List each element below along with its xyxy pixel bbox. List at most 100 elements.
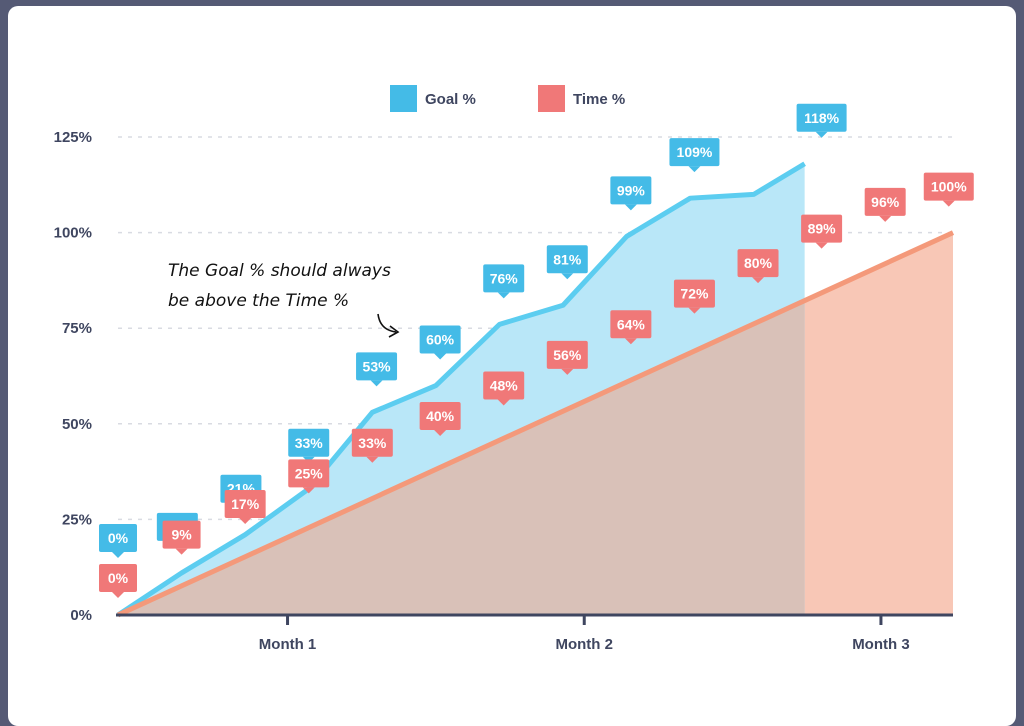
data-label-text: 53% (363, 358, 392, 374)
data-label-text: 0% (108, 530, 129, 546)
data-label-box (610, 310, 652, 339)
data-label-text: 80% (744, 255, 773, 271)
data-label-pointer (497, 399, 510, 406)
goal-data-label: 33% (288, 428, 330, 463)
legend-label: Goal % (425, 91, 476, 108)
data-label-box (99, 564, 137, 592)
time-data-label: 9% (162, 520, 201, 555)
data-label-box (546, 245, 588, 274)
data-label-box (288, 428, 330, 457)
legend-label: Time % (573, 91, 625, 108)
time-data-label: 40% (419, 402, 461, 437)
data-label-pointer (239, 517, 252, 524)
data-label-box (483, 371, 525, 400)
data-label-box (351, 428, 393, 457)
time-data-label: 48% (483, 371, 525, 406)
data-label-text: 109% (677, 144, 713, 160)
data-label-text: 96% (871, 194, 900, 210)
data-label-text: 64% (617, 316, 646, 332)
data-label-pointer (175, 548, 188, 555)
data-label-box (669, 138, 720, 167)
legend-swatch (538, 85, 565, 112)
annotation-line-1: The Goal % should always (168, 261, 391, 281)
goal-line (116, 161, 806, 618)
data-label-text: 72% (680, 286, 709, 302)
data-label-text: 56% (553, 347, 582, 363)
time-data-label: 0% (99, 564, 137, 598)
annotation-arrow (377, 313, 397, 333)
data-label-box (923, 172, 974, 201)
data-label-pointer (624, 204, 637, 211)
data-label-box (288, 459, 330, 488)
time-data-label: 17% (224, 489, 266, 524)
time-data-label: 72% (673, 279, 715, 314)
time-data-label: 64% (610, 310, 652, 345)
data-label-text: 118% (804, 110, 840, 126)
time-data-label: 96% (864, 187, 906, 222)
series-lines (116, 161, 955, 618)
time-data-label: 33% (351, 428, 393, 463)
data-labels: 0%11%21%33%53%60%76%81%99%109%118%0%9%17… (99, 103, 974, 598)
legend: Goal % Time % (390, 85, 625, 112)
data-label-pointer (815, 131, 828, 138)
data-label-box (546, 340, 588, 369)
data-label-pointer (624, 338, 637, 345)
y-tick-label: 75% (62, 320, 92, 337)
data-label-pointer (434, 430, 447, 437)
data-label-box (737, 249, 779, 278)
legend-swatch (390, 85, 417, 112)
time-data-label: 100% (923, 172, 974, 207)
data-label-pointer (688, 307, 701, 314)
annotation-arrowhead (388, 325, 400, 338)
data-label-pointer (879, 215, 892, 222)
chart-card: 0% 25% 50% 75% 100% 125% Month 1 Month 2 Month … (8, 6, 1016, 726)
data-label-text: 0% (108, 570, 129, 586)
data-label-box (864, 187, 906, 216)
data-label-pointer (497, 292, 510, 299)
x-tick-label: Month 3 (852, 636, 910, 653)
data-label-pointer (561, 368, 574, 375)
goal-data-label: 76% (483, 264, 525, 299)
time-line (116, 230, 955, 618)
data-label-text: 48% (490, 377, 519, 393)
goal-data-label: 53% (356, 352, 398, 387)
goal-data-label: 109% (669, 138, 720, 173)
y-tick-label: 125% (54, 129, 92, 146)
data-label-text: 100% (931, 179, 967, 195)
annotation: The Goal % should always be above the Ti… (168, 261, 400, 338)
time-data-label: 80% (737, 249, 779, 284)
y-tick-label: 0% (70, 607, 92, 624)
data-label-pointer (434, 353, 447, 360)
data-label-pointer (302, 487, 315, 494)
data-label-text: 9% (171, 527, 192, 543)
data-label-box (610, 176, 652, 205)
data-label-pointer (112, 552, 124, 558)
data-label-text: 33% (358, 435, 387, 451)
goal-data-label: 0% (99, 524, 137, 558)
data-label-box (419, 325, 461, 354)
x-tick-label: Month 2 (555, 636, 613, 653)
y-tick-label: 100% (54, 225, 92, 242)
y-tick-label: 50% (62, 416, 92, 433)
x-tick-label: Month 1 (259, 636, 317, 653)
data-label-text: 25% (295, 465, 324, 481)
goal-data-label: 99% (610, 176, 652, 211)
data-label-box (224, 489, 266, 518)
data-label-text: 81% (553, 251, 582, 267)
annotation-line-2: be above the Time % (168, 291, 349, 311)
data-label-text: 60% (426, 332, 455, 348)
data-label-pointer (942, 200, 955, 207)
data-label-pointer (561, 273, 574, 280)
time-data-label: 56% (546, 340, 588, 375)
data-label-text: 33% (295, 435, 324, 451)
y-tick-label: 25% (62, 511, 92, 528)
time-data-label: 25% (288, 459, 330, 494)
time-data-label: 89% (801, 214, 843, 249)
data-label-text: 99% (617, 182, 646, 198)
data-label-box (99, 524, 137, 552)
data-label-pointer (688, 166, 701, 173)
data-label-pointer (112, 592, 124, 598)
data-label-box (801, 214, 843, 243)
goal-data-label: 118% (796, 103, 847, 138)
data-label-pointer (752, 277, 765, 284)
